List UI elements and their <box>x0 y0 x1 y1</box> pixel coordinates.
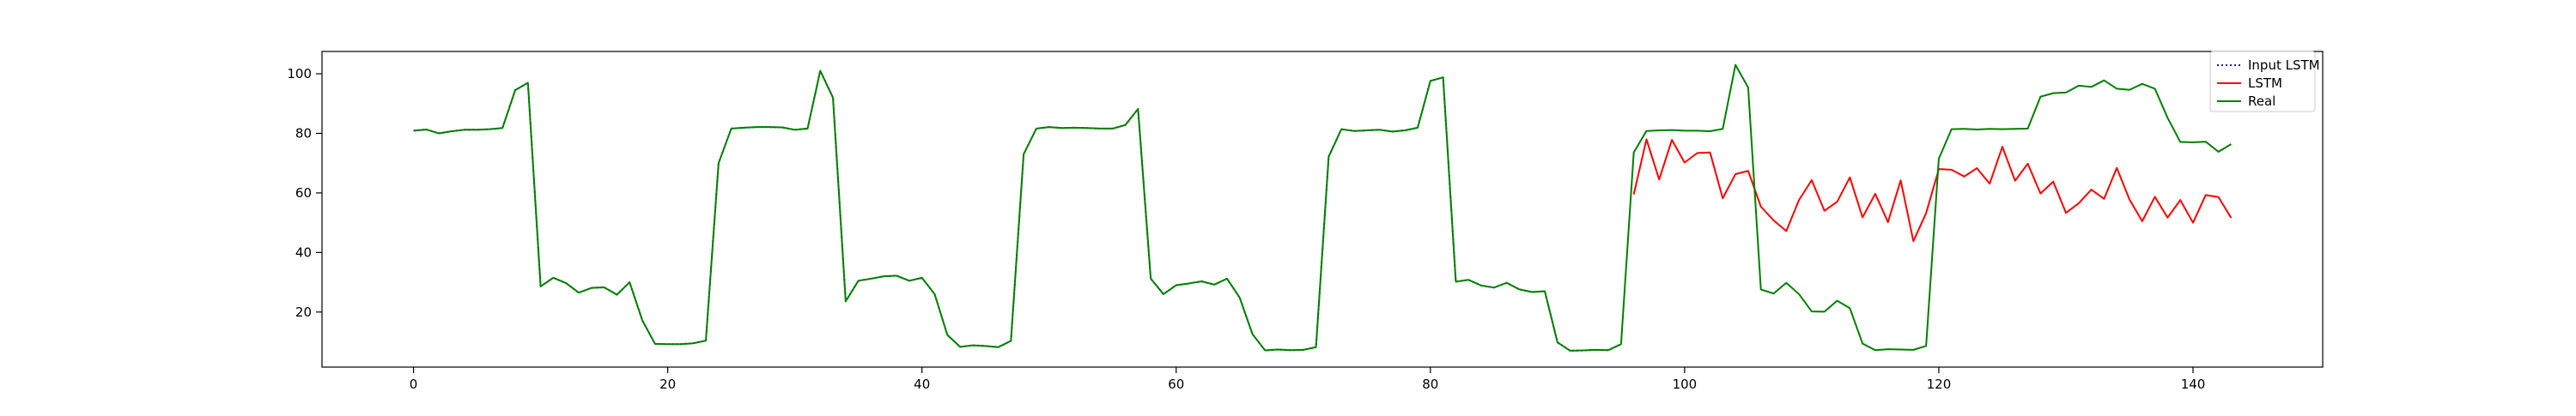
series-line-real <box>413 63 2232 352</box>
y-tick-label: 20 <box>295 304 312 320</box>
legend: Input LSTM LSTM Real <box>2209 51 2320 112</box>
series-layer <box>413 63 2233 352</box>
legend-box <box>2209 51 2316 112</box>
plot-area <box>322 51 2323 367</box>
x-tick-label: 20 <box>659 377 676 392</box>
y-tick-label: 80 <box>295 125 312 141</box>
axes-layer: 0 20 40 60 80 100 120 140 20 40 60 80 100 <box>287 51 2324 392</box>
legend-label-lstm: LSTM <box>2248 75 2282 91</box>
axes-frame <box>321 51 2324 368</box>
x-tick-label: 100 <box>1673 377 1698 392</box>
x-tick-label: 140 <box>2181 377 2206 392</box>
x-tick-label: 0 <box>410 377 418 392</box>
y-tick-label: 40 <box>295 244 312 260</box>
legend-label-input-lstm: Input LSTM <box>2248 57 2320 73</box>
x-tick-label: 80 <box>1422 377 1438 392</box>
y-tick-label: 60 <box>295 185 312 201</box>
legend-label-real: Real <box>2248 93 2275 109</box>
x-tick-label: 40 <box>914 377 930 392</box>
plot-background <box>322 51 2323 367</box>
series-line-lstm <box>1632 138 2233 243</box>
x-tick-label: 60 <box>1168 377 1184 392</box>
y-tick-label: 100 <box>287 66 312 81</box>
x-tick-label: 120 <box>1927 377 1952 392</box>
